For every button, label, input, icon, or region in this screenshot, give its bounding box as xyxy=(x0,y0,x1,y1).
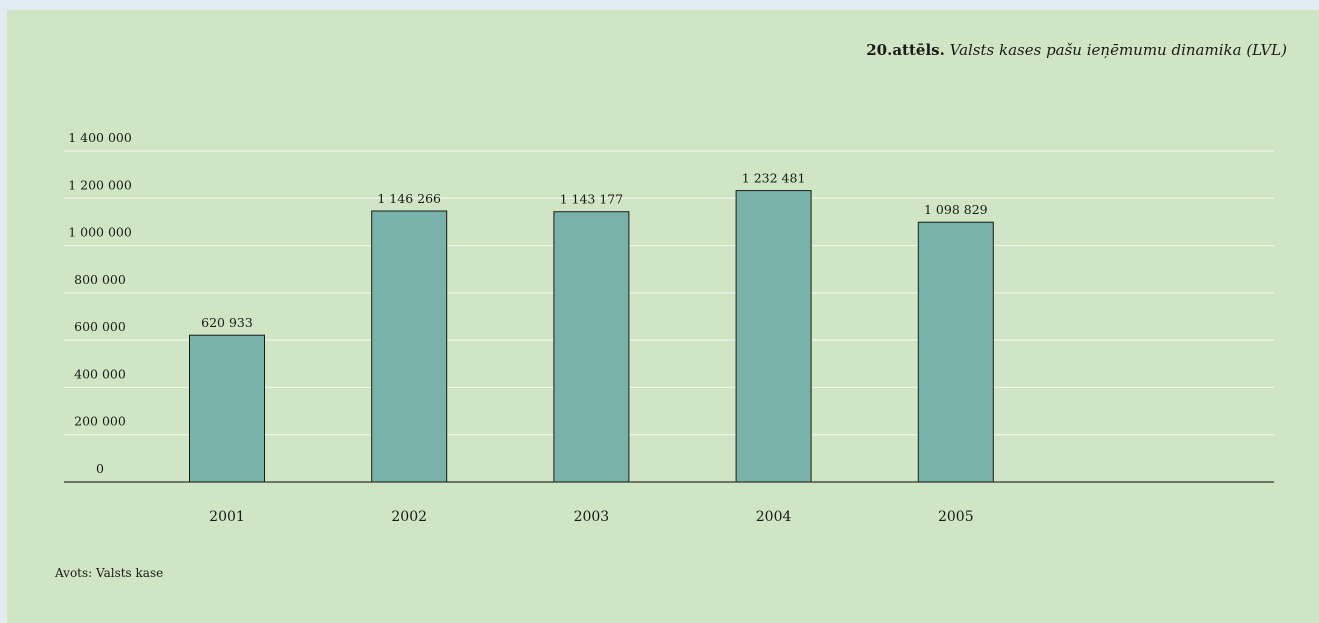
bar-value-label: 620 933 xyxy=(201,315,253,330)
bar xyxy=(917,221,994,483)
bar xyxy=(371,210,448,483)
y-tick-label: 400 000 xyxy=(74,366,126,381)
bar xyxy=(553,211,630,483)
bars xyxy=(189,190,994,483)
figure-number: 20.attēls. xyxy=(866,41,945,59)
bar xyxy=(735,190,812,483)
x-tick-label: 2004 xyxy=(756,509,792,525)
y-tick-label: 1 200 000 xyxy=(68,177,132,192)
bar xyxy=(189,334,265,483)
y-tick-label: 0 xyxy=(96,461,104,476)
x-tick-label: 2001 xyxy=(209,509,245,525)
figure-title-text: Valsts kases pašu ieņēmumu dinamika (LVL… xyxy=(949,41,1287,59)
data-labels: 620 933 1 146 266 1 143 177 1 232 481 1 098 … xyxy=(201,171,988,331)
source-note: Avots: Valsts kase xyxy=(55,566,164,580)
y-tick-label: 200 000 xyxy=(74,414,126,429)
y-tick-label: 800 000 xyxy=(74,272,126,287)
y-tick-label: 600 000 xyxy=(74,319,126,334)
figure-panel xyxy=(7,10,1319,623)
bar-value-label: 1 232 481 xyxy=(742,171,806,186)
bar-value-label: 1 098 829 xyxy=(924,202,988,217)
y-tick-label: 1 400 000 xyxy=(68,130,132,145)
bar-value-label: 1 143 177 xyxy=(560,192,624,207)
x-axis-ticks: 2001 2002 2003 2004 2005 xyxy=(209,509,973,525)
y-tick-label: 1 000 000 xyxy=(68,225,132,240)
figure-title: 20.attēls. Valsts kases pašu ieņēmumu di… xyxy=(866,41,1287,59)
bar-value-label: 1 146 266 xyxy=(377,191,441,206)
x-tick-label: 2003 xyxy=(574,509,610,525)
x-tick-label: 2002 xyxy=(391,509,427,525)
y-axis-ticks: 0 200 000 400 000 600 000 800 000 1 000 000 1 … xyxy=(68,130,132,476)
gridlines xyxy=(64,150,1274,436)
x-tick-label: 2005 xyxy=(938,509,974,525)
